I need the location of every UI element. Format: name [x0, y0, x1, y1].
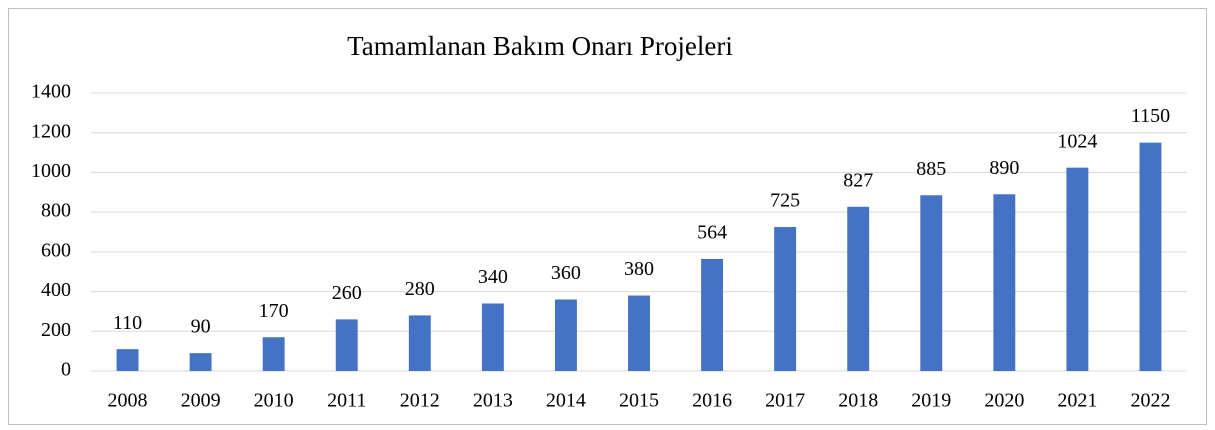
bar	[1066, 167, 1089, 371]
bar	[116, 349, 139, 371]
data-label: 360	[551, 262, 581, 284]
data-label: 890	[989, 157, 1019, 179]
x-tick-label: 2014	[546, 390, 586, 412]
y-tick-label: 1400	[31, 81, 71, 103]
y-tick-label: 200	[41, 319, 71, 341]
y-tick-label: 0	[61, 359, 71, 381]
chart-title: Tamamlanan Bakım Onarı Projeleri	[347, 31, 733, 61]
x-tick-label: 2008	[108, 390, 148, 412]
data-label: 110	[113, 312, 142, 334]
bar	[920, 195, 943, 371]
x-tick-label: 2020	[984, 390, 1024, 412]
data-label: 260	[332, 282, 362, 304]
data-label: 725	[770, 190, 800, 212]
x-tick-label: 2013	[473, 390, 513, 412]
x-tick-label: 2012	[400, 390, 440, 412]
x-tick-label: 2019	[911, 390, 951, 412]
y-tick-label: 1000	[31, 160, 71, 182]
bar	[481, 303, 504, 371]
data-label: 885	[916, 158, 946, 180]
chart-border	[8, 8, 1207, 425]
bar	[335, 319, 358, 371]
bar	[847, 206, 870, 371]
bar	[554, 299, 577, 371]
data-label: 280	[405, 278, 435, 300]
data-label: 827	[843, 169, 873, 191]
bar	[628, 295, 650, 371]
data-label: 340	[478, 266, 508, 288]
data-label: 170	[259, 300, 289, 322]
bar	[993, 194, 1016, 371]
bar	[774, 227, 797, 371]
x-tick-label: 2017	[765, 390, 805, 412]
x-tick-label: 2016	[692, 390, 732, 412]
y-tick-label: 600	[41, 239, 71, 261]
data-label: 564	[697, 222, 727, 244]
x-tick-label: 2022	[1130, 390, 1170, 412]
data-label: 90	[191, 316, 211, 338]
y-tick-label: 400	[41, 279, 71, 301]
x-tick-label: 2011	[327, 390, 366, 412]
x-tick-label: 2021	[1057, 390, 1097, 412]
bar	[262, 337, 285, 371]
bar	[701, 259, 724, 371]
y-tick-label: 800	[41, 200, 71, 222]
data-label: 1150	[1131, 105, 1170, 127]
data-label: 380	[624, 258, 654, 280]
data-label: 1024	[1057, 130, 1097, 152]
bar	[189, 353, 212, 371]
x-tick-label: 2015	[619, 390, 659, 412]
y-tick-label: 1200	[31, 120, 71, 142]
bar	[408, 315, 431, 371]
x-tick-label: 2009	[181, 390, 221, 412]
x-tick-label: 2010	[254, 390, 294, 412]
bar	[1139, 142, 1162, 371]
x-tick-label: 2018	[838, 390, 878, 412]
